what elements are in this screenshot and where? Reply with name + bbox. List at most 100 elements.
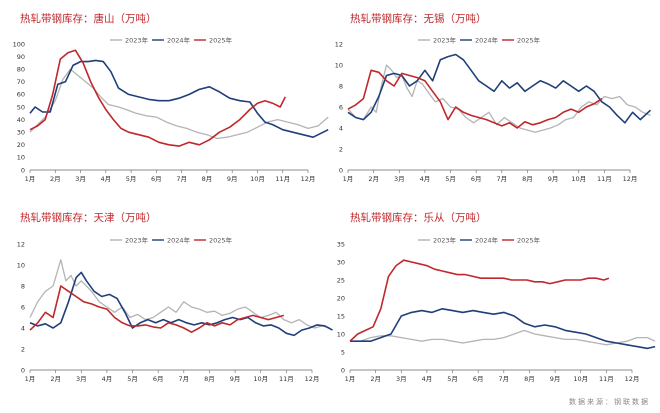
chart-panel-tangshan: 热轧带钢库存：唐山（万吨） 2023年 2024年 2025年 0 10 20 30 40 5…: [13, 12, 329, 183]
x-tick-label: 3月: [396, 375, 407, 383]
y-tick-label: 25: [337, 276, 345, 284]
chart-legend: 2023年 2024年 2025年: [418, 235, 541, 244]
y-tick-label: 12: [17, 240, 25, 248]
x-tick-label: 6月: [473, 375, 484, 383]
y-tick-label: 30: [17, 129, 25, 137]
legend-label-2025: 2025年: [517, 35, 541, 44]
legend-label-2023: 2023年: [433, 235, 457, 244]
y-tick-label: 5: [341, 348, 345, 356]
y-tick-label: 10: [17, 154, 25, 162]
x-tick-label: 12月: [623, 175, 638, 183]
chart-legend: 2023年 2024年 2025年: [110, 235, 233, 244]
series-line-2024: [29, 59, 329, 138]
x-tick-label: 2月: [50, 375, 61, 383]
y-tick-label: 30: [337, 258, 345, 266]
x-tick-label: 6月: [153, 375, 164, 383]
legend-label-2024: 2024年: [475, 235, 499, 244]
x-tick-label: 11月: [279, 375, 294, 383]
x-tick-label: 2月: [50, 175, 61, 183]
x-tick-label: 1月: [25, 175, 36, 183]
y-tick-label: 100: [13, 40, 25, 48]
y-tick-label: 2: [21, 345, 25, 353]
x-tick-label: 10月: [250, 175, 265, 183]
x-tick-label: 11月: [599, 375, 614, 383]
x-tick-label: 11月: [275, 175, 290, 183]
legend-label-2024: 2024年: [167, 35, 191, 44]
y-tick-label: 0: [339, 166, 343, 174]
legend-label-2023: 2023年: [125, 35, 149, 44]
x-tick-label: 11月: [597, 175, 612, 183]
x-tick-label: 7月: [176, 175, 187, 183]
x-tick-label: 4月: [102, 375, 113, 383]
legend-label-2025: 2025年: [209, 35, 233, 44]
y-tick-label: 2: [339, 145, 343, 153]
legend-label-2025: 2025年: [209, 235, 233, 244]
chart-title: 热轧带钢库存：天津（万吨）: [20, 211, 157, 224]
x-tick-label: 2月: [368, 175, 379, 183]
y-tick-label: 20: [17, 141, 25, 149]
y-tick-label: 60: [17, 91, 25, 99]
x-tick-label: 8月: [524, 375, 535, 383]
y-tick-label: 8: [339, 82, 343, 90]
legend-label-2023: 2023年: [433, 35, 457, 44]
x-tick-label: 10月: [253, 375, 268, 383]
x-tick-label: 8月: [522, 175, 533, 183]
y-tick-label: 70: [17, 78, 25, 86]
y-tick-label: 8: [21, 282, 25, 290]
series-line-2023: [29, 259, 331, 329]
y-tick-label: 80: [17, 66, 25, 74]
x-tick-label: 4月: [422, 375, 433, 383]
x-tick-label: 4月: [420, 175, 431, 183]
legend-label-2023: 2023年: [125, 235, 149, 244]
series-line-2024: [350, 307, 656, 350]
x-tick-label: 1月: [343, 175, 354, 183]
y-tick-label: 10: [335, 61, 343, 69]
x-tick-label: 2月: [370, 375, 381, 383]
y-tick-label: 6: [21, 303, 25, 311]
legend-label-2025: 2025年: [517, 235, 541, 244]
y-tick-label: 10: [337, 330, 345, 338]
x-tick-label: 5月: [445, 175, 456, 183]
y-tick-label: 0: [21, 166, 25, 174]
y-tick-label: 0: [341, 366, 345, 374]
x-tick-label: 3月: [394, 175, 405, 183]
y-tick-label: 35: [337, 240, 345, 248]
x-tick-label: 3月: [75, 175, 86, 183]
x-tick-label: 3月: [76, 375, 87, 383]
x-tick-label: 4月: [100, 175, 111, 183]
y-tick-label: 12: [335, 40, 343, 48]
y-tick-label: 90: [17, 53, 25, 61]
x-tick-label: 12月: [301, 175, 316, 183]
series-line-2025: [29, 285, 285, 334]
y-tick-label: 20: [337, 294, 345, 302]
chart-panel-lecong: 热轧带钢库存：乐从（万吨） 2023年 2024年 2025年 0 5 10 15 20 25…: [337, 211, 656, 383]
x-tick-label: 7月: [178, 375, 189, 383]
x-tick-label: 10月: [571, 175, 586, 183]
x-tick-label: 10月: [573, 375, 588, 383]
series-line-2025: [349, 259, 610, 342]
x-tick-label: 8月: [204, 375, 215, 383]
y-tick-label: 0: [21, 366, 25, 374]
y-tick-label: 4: [339, 124, 343, 132]
x-tick-label: 7月: [496, 175, 507, 183]
x-tick-label: 9月: [230, 375, 241, 383]
y-tick-label: 40: [17, 116, 25, 124]
y-tick-label: 15: [337, 312, 345, 320]
x-tick-label: 12月: [305, 375, 320, 383]
x-tick-label: 6月: [151, 175, 162, 183]
x-tick-label: 7月: [498, 375, 509, 383]
x-tick-label: 6月: [471, 175, 482, 183]
data-source-note: 数据来源：钢联数据: [569, 398, 650, 406]
x-tick-label: 1月: [345, 375, 356, 383]
series-line-2023: [347, 64, 651, 133]
chart-title: 热轧带钢库存：唐山（万吨）: [20, 12, 157, 25]
chart-title: 热轧带钢库存：无锡（万吨）: [350, 12, 487, 25]
x-tick-label: 5月: [126, 175, 137, 183]
x-tick-label: 5月: [127, 375, 138, 383]
series-line-2024: [29, 271, 333, 337]
x-tick-label: 9月: [548, 175, 559, 183]
x-tick-label: 8月: [202, 175, 213, 183]
chart-legend: 2023年 2024年 2025年: [418, 35, 541, 44]
y-tick-label: 10: [17, 261, 25, 269]
